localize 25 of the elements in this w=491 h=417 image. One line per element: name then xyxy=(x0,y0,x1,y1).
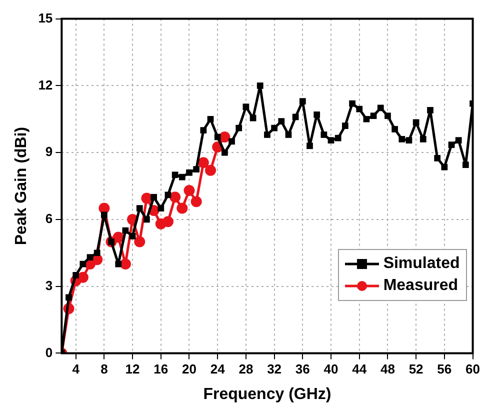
y-tick-label: 9 xyxy=(45,144,53,160)
x-tick-label: 16 xyxy=(154,362,168,377)
x-tick-label: 32 xyxy=(267,362,282,377)
y-tick-label: 3 xyxy=(45,278,53,293)
x-tick-label: 56 xyxy=(437,362,452,377)
x-tick-label: 60 xyxy=(466,362,480,377)
x-tick-label: 44 xyxy=(352,362,368,377)
x-tick-label: 20 xyxy=(182,362,196,377)
y-tick-label: 0 xyxy=(45,344,53,360)
y-tick-label: 6 xyxy=(45,211,53,226)
x-tick-label: 4 xyxy=(72,362,80,377)
legend-label: Simulated xyxy=(383,254,460,274)
y-axis-title: Peak Gain (dBi) xyxy=(13,126,30,246)
x-tick-label: 48 xyxy=(380,362,395,377)
x-tick-label: 40 xyxy=(324,362,338,377)
x-tick-label: 28 xyxy=(238,362,254,377)
x-tick-label: 36 xyxy=(295,362,310,377)
x-tick-label: 52 xyxy=(408,362,424,377)
legend-label: Measured xyxy=(383,276,458,296)
x-tick-label: 24 xyxy=(210,362,226,377)
x-axis-title: Frequency (GHz) xyxy=(203,386,332,403)
x-tick-label: 12 xyxy=(125,362,140,377)
x-tick-label: 8 xyxy=(100,362,108,377)
y-tick-label: 15 xyxy=(38,10,53,26)
y-tick-label: 12 xyxy=(38,77,53,92)
